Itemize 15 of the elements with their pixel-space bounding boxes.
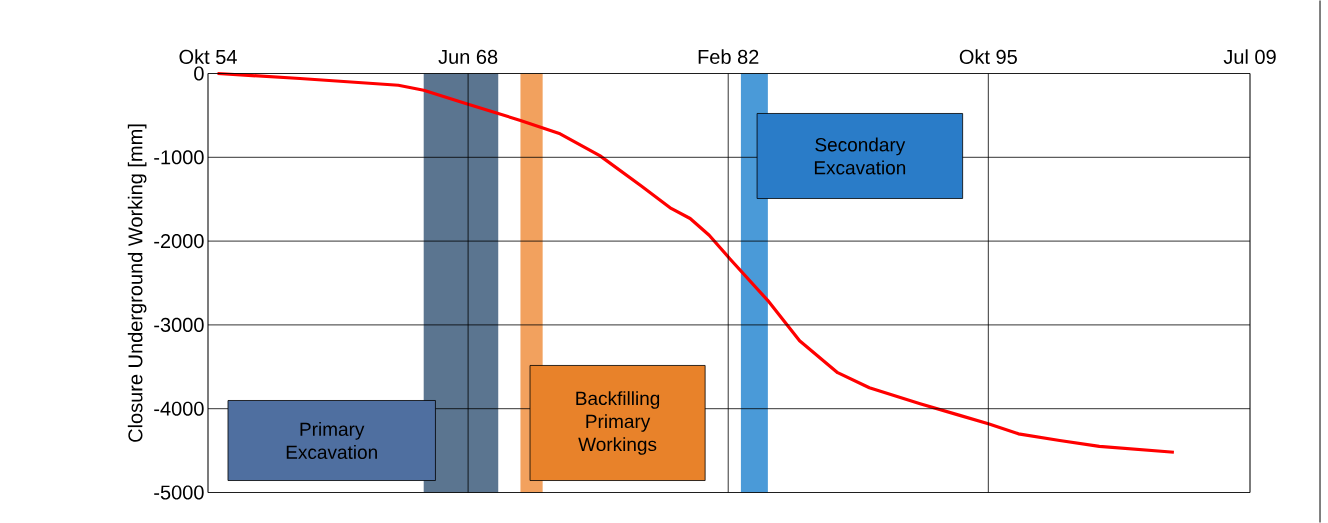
x-tick-label: Feb 82	[698, 49, 759, 64]
y-axis-title: Closure Underground Working [mm]	[127, 124, 147, 442]
y-tick-label: -3000	[154, 317, 204, 332]
band-label: Primary Excavation	[286, 422, 377, 459]
band-label: Backfilling Primary Workings	[576, 391, 660, 455]
y-tick-label: 0	[194, 66, 204, 81]
x-tick-label: Jul 09	[1223, 49, 1276, 64]
y-tick-label: -4000	[154, 401, 204, 416]
y-tick-label: -1000	[154, 150, 204, 165]
y-tick-label: -2000	[154, 234, 204, 249]
x-tick-label: Okt 54	[179, 49, 237, 64]
band-label: Secondary Excavation	[814, 137, 906, 175]
y-tick-label: -5000	[154, 485, 204, 500]
x-tick-label: Jun 68	[438, 49, 498, 64]
x-tick-label: Okt 95	[959, 49, 1017, 64]
